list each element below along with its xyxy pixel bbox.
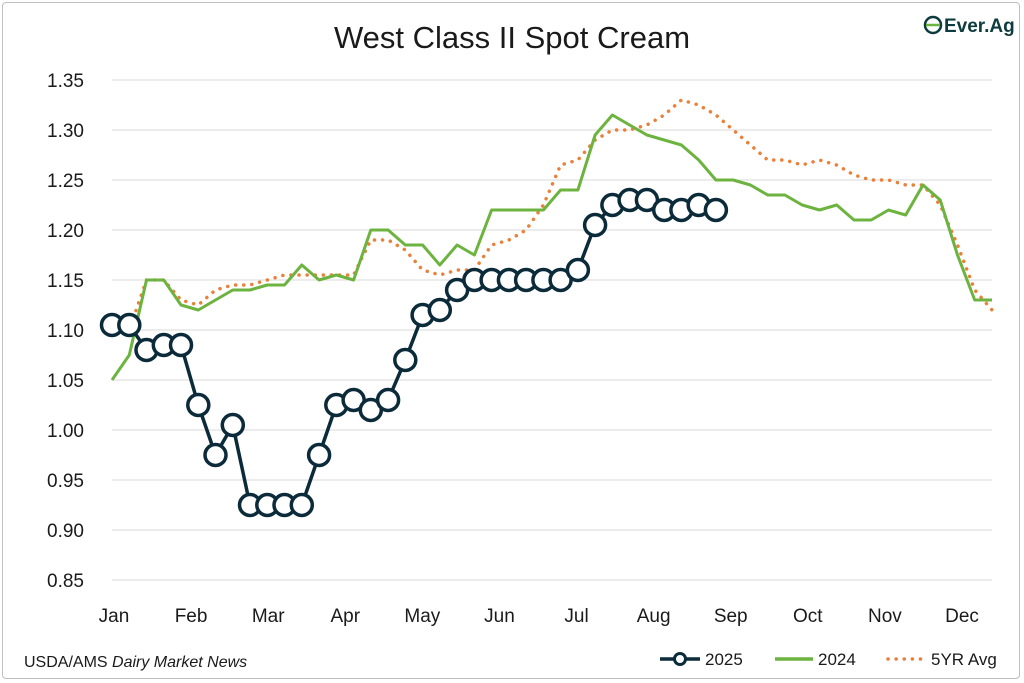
y-tick-label: 1.25 — [47, 171, 84, 192]
series-line-2024 — [110, 113, 992, 381]
series-line-5yr-avg — [110, 98, 994, 332]
series-markers — [99, 187, 729, 518]
legend-label-2025: 2025 — [705, 650, 743, 669]
y-axis-ticks: 1.35 1.30 1.25 1.20 1.15 1.10 1.05 1.00 0.95 0.90… — [47, 71, 84, 592]
x-tick-label: Oct — [793, 606, 823, 627]
y-tick-label: 0.95 — [47, 471, 84, 492]
y-tick-label: 0.90 — [47, 521, 84, 542]
legend-marker-2025 — [673, 652, 687, 666]
legend-label-5yr-avg: 5YR Avg — [931, 650, 997, 669]
logo-text: Ever.Ag — [944, 16, 1015, 37]
data-point-2025 — [375, 387, 401, 413]
legend-label-2024: 2024 — [818, 650, 856, 669]
x-tick-label: Mar — [252, 606, 285, 627]
x-tick-label: Aug — [637, 606, 671, 627]
data-point-2025 — [393, 347, 418, 373]
data-point-2025 — [168, 332, 194, 358]
x-tick-label: Jul — [564, 606, 588, 627]
data-point-2025 — [203, 442, 228, 468]
logo: Ever.Ag — [923, 15, 1015, 37]
data-point-2025 — [289, 492, 315, 518]
x-tick-label: May — [404, 606, 440, 627]
series-lines — [110, 98, 994, 507]
x-tick-label: Jan — [99, 606, 130, 627]
source-italic: Dairy Market News — [112, 654, 247, 671]
y-tick-label: 1.05 — [47, 371, 84, 392]
data-point-2025 — [582, 212, 608, 238]
data-point-2025 — [117, 312, 142, 338]
legend: 2025 2024 5YR Avg — [660, 650, 997, 669]
y-tick-label: 1.15 — [47, 271, 84, 292]
data-point-2025 — [565, 257, 591, 283]
chart-title: West Class II Spot Cream — [334, 20, 690, 55]
y-tick-label: 0.85 — [47, 571, 84, 592]
data-point-2025 — [220, 412, 246, 438]
x-tick-label: Dec — [945, 606, 979, 627]
x-tick-label: Feb — [175, 606, 208, 627]
y-tick-label: 1.35 — [47, 71, 84, 92]
x-tick-label: Jun — [484, 606, 515, 627]
x-axis-ticks: Jan Feb Mar Apr May Jun Jul Aug Sep Oct Nov Dec — [99, 606, 979, 627]
y-tick-label: 1.10 — [47, 321, 84, 342]
y-tick-label: 1.30 — [47, 121, 84, 142]
y-tick-label: 1.00 — [47, 421, 84, 442]
logo-mark-icon — [923, 15, 943, 35]
gridlines — [112, 79, 992, 581]
x-tick-label: Apr — [330, 606, 360, 627]
source-note: USDA/AMS Dairy Market News — [24, 654, 247, 671]
y-tick-label: 1.20 — [47, 221, 84, 242]
x-tick-label: Sep — [714, 606, 748, 627]
data-point-2025 — [427, 297, 453, 323]
x-tick-label: Nov — [868, 606, 902, 627]
data-point-2025 — [186, 392, 211, 418]
data-point-2025 — [306, 442, 332, 468]
data-point-2025 — [703, 197, 729, 223]
source-prefix: USDA/AMS — [24, 654, 112, 671]
